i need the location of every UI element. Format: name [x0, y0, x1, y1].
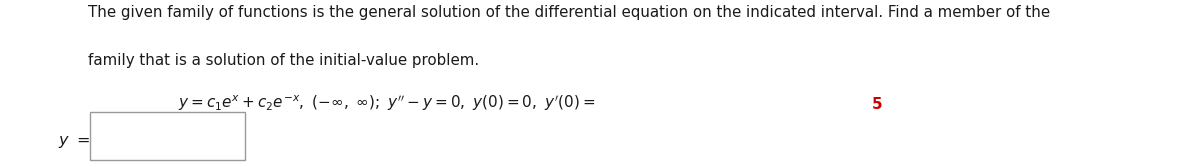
Text: $y\ =$: $y\ =$ [58, 134, 90, 150]
Text: family that is a solution of the initial-value problem.: family that is a solution of the initial… [88, 53, 479, 68]
Text: $\mathbf{5}$: $\mathbf{5}$ [871, 96, 883, 112]
Text: The given family of functions is the general solution of the differential equati: The given family of functions is the gen… [88, 5, 1050, 20]
FancyBboxPatch shape [90, 112, 245, 160]
Text: $y = c_1e^x + c_2e^{-x},\ (-\infty,\ \infty);\ y'' - y = 0,\ y(0) = 0,\ y'(0) = : $y = c_1e^x + c_2e^{-x},\ (-\infty,\ \in… [178, 94, 595, 113]
